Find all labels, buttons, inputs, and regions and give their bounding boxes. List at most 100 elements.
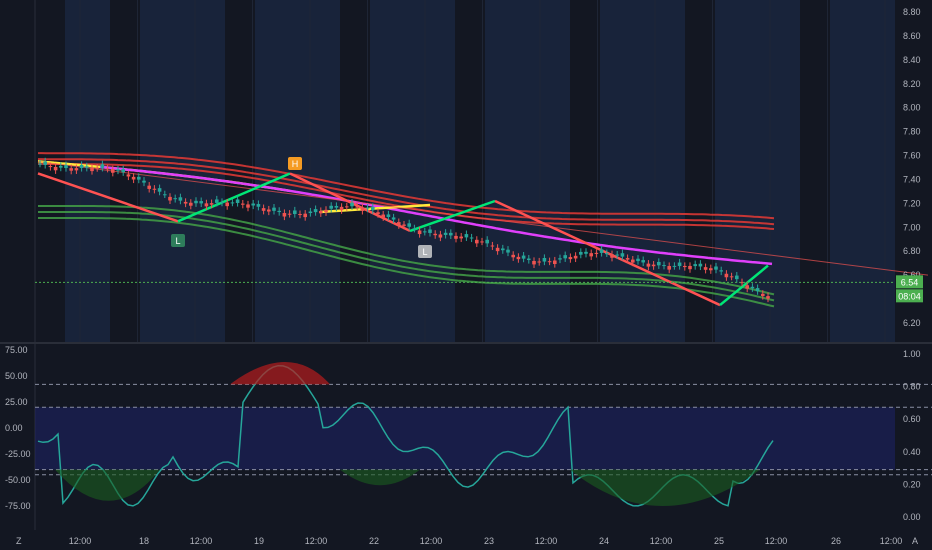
- candle-body: [339, 206, 344, 211]
- countdown-value: 08:04: [898, 291, 921, 301]
- candle-body: [625, 258, 630, 260]
- price-tick-label: 8.80: [903, 7, 921, 17]
- candle-body: [428, 229, 432, 233]
- candle-body: [319, 211, 323, 214]
- upper-band-line: [38, 152, 775, 220]
- candle-body: [558, 258, 562, 260]
- session-stripe: [35, 0, 65, 342]
- price-tick-label: 6.20: [903, 318, 921, 328]
- price-tick-label: 8.20: [903, 79, 921, 89]
- osc-right-tick-label: 0.60: [903, 414, 921, 424]
- candle-body: [272, 207, 276, 211]
- candle-body: [584, 251, 588, 254]
- candle-body: [365, 207, 370, 209]
- x-tick-label: 12:00: [650, 536, 673, 546]
- candle-body: [735, 275, 739, 280]
- candle-body: [750, 286, 755, 289]
- corner-label-right: A: [912, 536, 918, 546]
- candle-body: [714, 266, 718, 270]
- oscillator-panel[interactable]: [35, 361, 932, 507]
- candle-body: [443, 232, 448, 235]
- candle-body: [59, 165, 63, 168]
- candle-body: [423, 231, 427, 233]
- candle-body: [116, 169, 120, 171]
- candle-body: [157, 188, 162, 192]
- candle-body: [147, 185, 151, 189]
- candle-body: [631, 259, 635, 263]
- candle-body: [246, 204, 250, 208]
- candle-body: [740, 282, 744, 284]
- upper-band-line: [38, 158, 775, 226]
- candle-body: [761, 293, 765, 297]
- candle-body: [95, 167, 99, 169]
- candle-body: [537, 261, 541, 263]
- candle-body: [85, 166, 89, 168]
- candle-body: [43, 161, 47, 165]
- candle-body: [131, 176, 136, 180]
- candle-body: [345, 206, 349, 208]
- osc-left-tick-label: 50.00: [5, 371, 28, 381]
- oversold-fill: [340, 469, 420, 486]
- candle-body: [475, 239, 479, 244]
- candle-body: [183, 201, 188, 204]
- price-panel[interactable]: [35, 152, 929, 308]
- x-tick-label: 12:00: [305, 536, 328, 546]
- candle-body: [594, 252, 599, 254]
- candle-body: [360, 207, 365, 211]
- candle-body: [615, 254, 619, 256]
- candle-body: [220, 201, 224, 203]
- candle-body: [579, 251, 583, 255]
- candle-body: [641, 260, 645, 263]
- price-tick-label: 7.00: [903, 222, 921, 232]
- candle-body: [371, 206, 375, 211]
- candle-body: [724, 273, 729, 278]
- candle-body: [64, 165, 68, 169]
- labels: 6.54 08:04 L H L: [171, 157, 923, 303]
- osc-left-tick-label: -25.00: [5, 449, 31, 459]
- candle-body: [599, 249, 604, 253]
- x-tick-label: 12:00: [765, 536, 788, 546]
- candle-body: [105, 168, 110, 170]
- candle-body: [646, 263, 651, 267]
- candle-body: [142, 180, 146, 183]
- x-tick-label: 23: [484, 536, 494, 546]
- pivot-label-badge: [171, 234, 185, 247]
- candle-body: [376, 212, 380, 215]
- candle-body: [490, 245, 495, 247]
- candle-body: [672, 265, 677, 267]
- price-tick-label: 7.20: [903, 198, 921, 208]
- candle-body: [527, 258, 531, 261]
- candle-body: [386, 214, 391, 218]
- ma-line-up-2: [319, 203, 431, 214]
- candle-body: [69, 168, 73, 171]
- candle-body: [417, 230, 422, 235]
- x-tick-label: 12:00: [190, 536, 213, 546]
- zigzag-segment: [719, 264, 769, 307]
- candle-body: [709, 268, 713, 271]
- zigzag-segment: [409, 199, 496, 233]
- candle-body: [178, 197, 183, 201]
- zigzag-segment: [289, 172, 411, 233]
- candle-body: [438, 234, 443, 238]
- oversold-fill: [570, 469, 760, 506]
- candle-body: [532, 260, 536, 265]
- candle-body: [402, 224, 406, 226]
- candle-body: [516, 256, 521, 260]
- price-tick-label: 6.60: [903, 270, 921, 280]
- candle-body: [542, 257, 547, 262]
- candle-body: [511, 254, 515, 258]
- zigzag-segment: [494, 199, 721, 307]
- oversold-fill: [55, 469, 160, 501]
- session-stripe: [800, 0, 830, 342]
- osc-left-tick-label: 75.00: [5, 345, 28, 355]
- osc-right-tick-label: 1.00: [903, 349, 921, 359]
- pivot-label-text: L: [175, 236, 180, 246]
- oscillator-band: [35, 407, 895, 470]
- candle-body: [589, 253, 593, 257]
- candle-body: [303, 213, 307, 218]
- candle-body: [230, 202, 235, 204]
- candle-body: [334, 205, 339, 208]
- candle-body: [495, 247, 500, 252]
- candle-body: [568, 257, 573, 260]
- candle-body: [215, 199, 219, 203]
